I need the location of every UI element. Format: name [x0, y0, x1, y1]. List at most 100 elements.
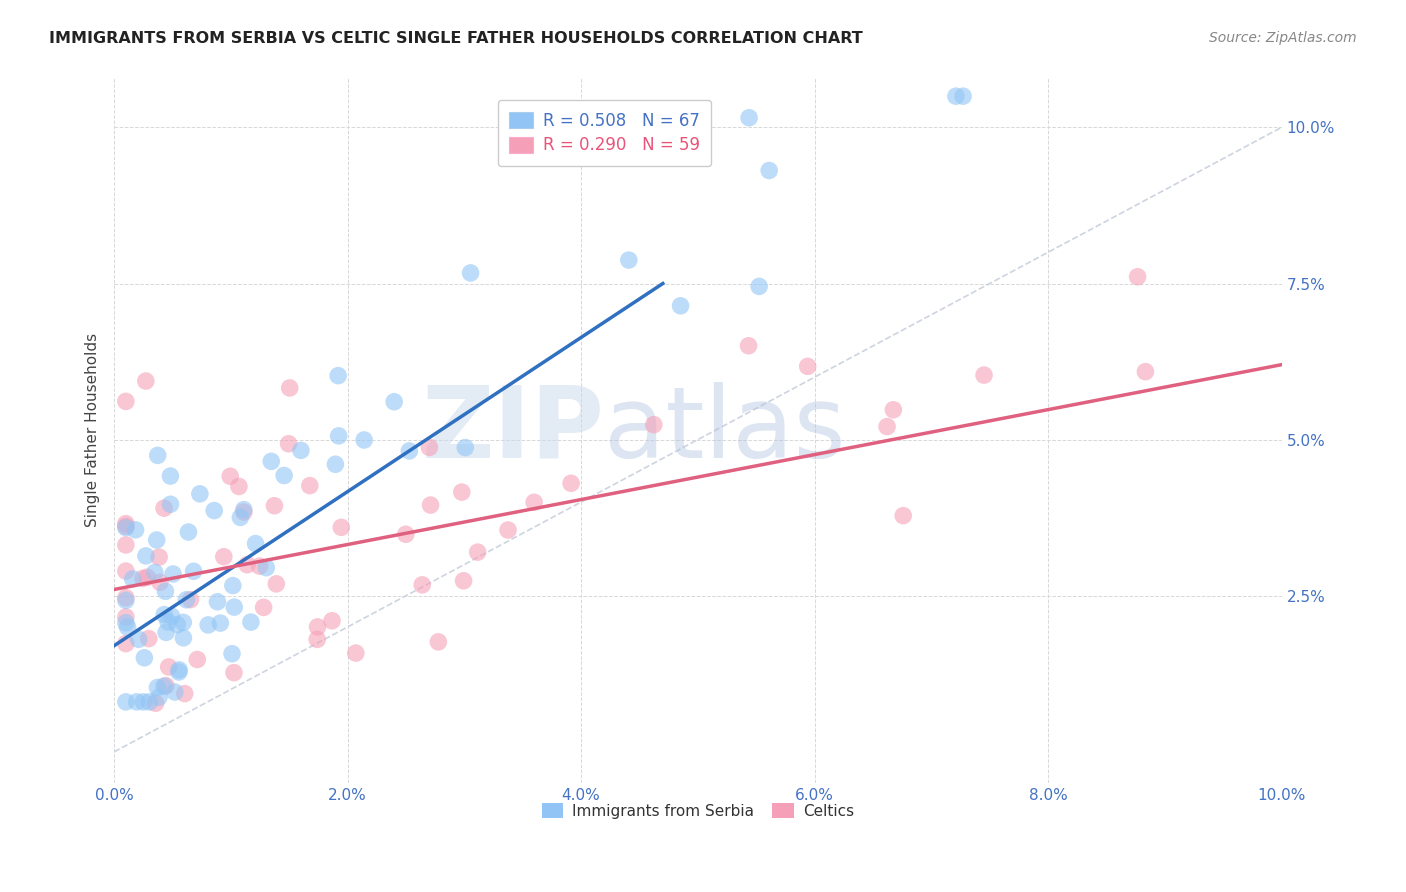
- Point: [155, 584, 177, 599]
- Point: [523, 495, 546, 509]
- Legend: Immigrants from Serbia, Celtics: Immigrants from Serbia, Celtics: [536, 797, 860, 825]
- Point: [186, 652, 208, 666]
- Point: [115, 591, 138, 605]
- Point: [229, 510, 252, 524]
- Point: [496, 523, 519, 537]
- Point: [298, 478, 321, 492]
- Point: [177, 524, 200, 539]
- Point: [973, 368, 995, 383]
- Point: [395, 527, 418, 541]
- Text: atlas: atlas: [605, 382, 846, 479]
- Point: [138, 695, 160, 709]
- Point: [157, 615, 180, 629]
- Point: [157, 660, 180, 674]
- Point: [209, 616, 232, 631]
- Point: [228, 479, 250, 493]
- Point: [232, 502, 254, 516]
- Point: [159, 497, 181, 511]
- Point: [278, 381, 301, 395]
- Point: [173, 687, 195, 701]
- Point: [454, 441, 477, 455]
- Point: [125, 695, 148, 709]
- Point: [224, 600, 246, 615]
- Point: [245, 536, 267, 550]
- Point: [167, 665, 190, 679]
- Point: [115, 394, 138, 409]
- Point: [222, 578, 245, 592]
- Point: [149, 575, 172, 590]
- Point: [219, 469, 242, 483]
- Point: [222, 665, 245, 680]
- Point: [166, 617, 188, 632]
- Point: [737, 339, 759, 353]
- Point: [669, 299, 692, 313]
- Point: [236, 558, 259, 572]
- Point: [328, 429, 350, 443]
- Point: [176, 592, 198, 607]
- Text: IMMIGRANTS FROM SERBIA VS CELTIC SINGLE FATHER HOUSEHOLDS CORRELATION CHART: IMMIGRANTS FROM SERBIA VS CELTIC SINGLE …: [49, 31, 863, 46]
- Point: [460, 266, 482, 280]
- Point: [260, 454, 283, 468]
- Point: [277, 436, 299, 450]
- Point: [239, 615, 262, 629]
- Point: [212, 549, 235, 564]
- Point: [882, 402, 904, 417]
- Point: [945, 89, 967, 103]
- Point: [738, 111, 761, 125]
- Point: [179, 592, 201, 607]
- Point: [148, 550, 170, 565]
- Point: [1126, 269, 1149, 284]
- Point: [115, 516, 138, 531]
- Point: [146, 681, 169, 695]
- Point: [138, 632, 160, 646]
- Point: [398, 444, 420, 458]
- Point: [344, 646, 367, 660]
- Point: [115, 519, 138, 533]
- Point: [418, 441, 440, 455]
- Point: [167, 663, 190, 677]
- Point: [153, 679, 176, 693]
- Point: [136, 570, 159, 584]
- Point: [419, 498, 441, 512]
- Point: [135, 549, 157, 563]
- Point: [134, 650, 156, 665]
- Text: ZIP: ZIP: [422, 382, 605, 479]
- Point: [153, 501, 176, 516]
- Point: [221, 647, 243, 661]
- Point: [115, 564, 138, 578]
- Point: [952, 89, 974, 103]
- Point: [748, 279, 770, 293]
- Point: [172, 631, 194, 645]
- Point: [254, 560, 277, 574]
- Point: [145, 696, 167, 710]
- Point: [382, 394, 405, 409]
- Point: [891, 508, 914, 523]
- Point: [115, 593, 138, 607]
- Point: [353, 433, 375, 447]
- Point: [328, 368, 350, 383]
- Point: [124, 523, 146, 537]
- Point: [467, 545, 489, 559]
- Point: [453, 574, 475, 588]
- Point: [115, 610, 138, 624]
- Point: [450, 485, 472, 500]
- Point: [115, 695, 138, 709]
- Point: [145, 533, 167, 547]
- Point: [162, 566, 184, 581]
- Point: [172, 615, 194, 630]
- Point: [643, 417, 665, 432]
- Point: [202, 503, 225, 517]
- Point: [155, 679, 177, 693]
- Point: [253, 600, 276, 615]
- Point: [115, 520, 138, 534]
- Point: [266, 577, 288, 591]
- Point: [115, 637, 138, 651]
- Point: [121, 572, 143, 586]
- Point: [115, 615, 138, 630]
- Point: [232, 505, 254, 519]
- Point: [117, 620, 139, 634]
- Point: [876, 419, 898, 434]
- Point: [411, 578, 433, 592]
- Point: [188, 487, 211, 501]
- Point: [132, 571, 155, 585]
